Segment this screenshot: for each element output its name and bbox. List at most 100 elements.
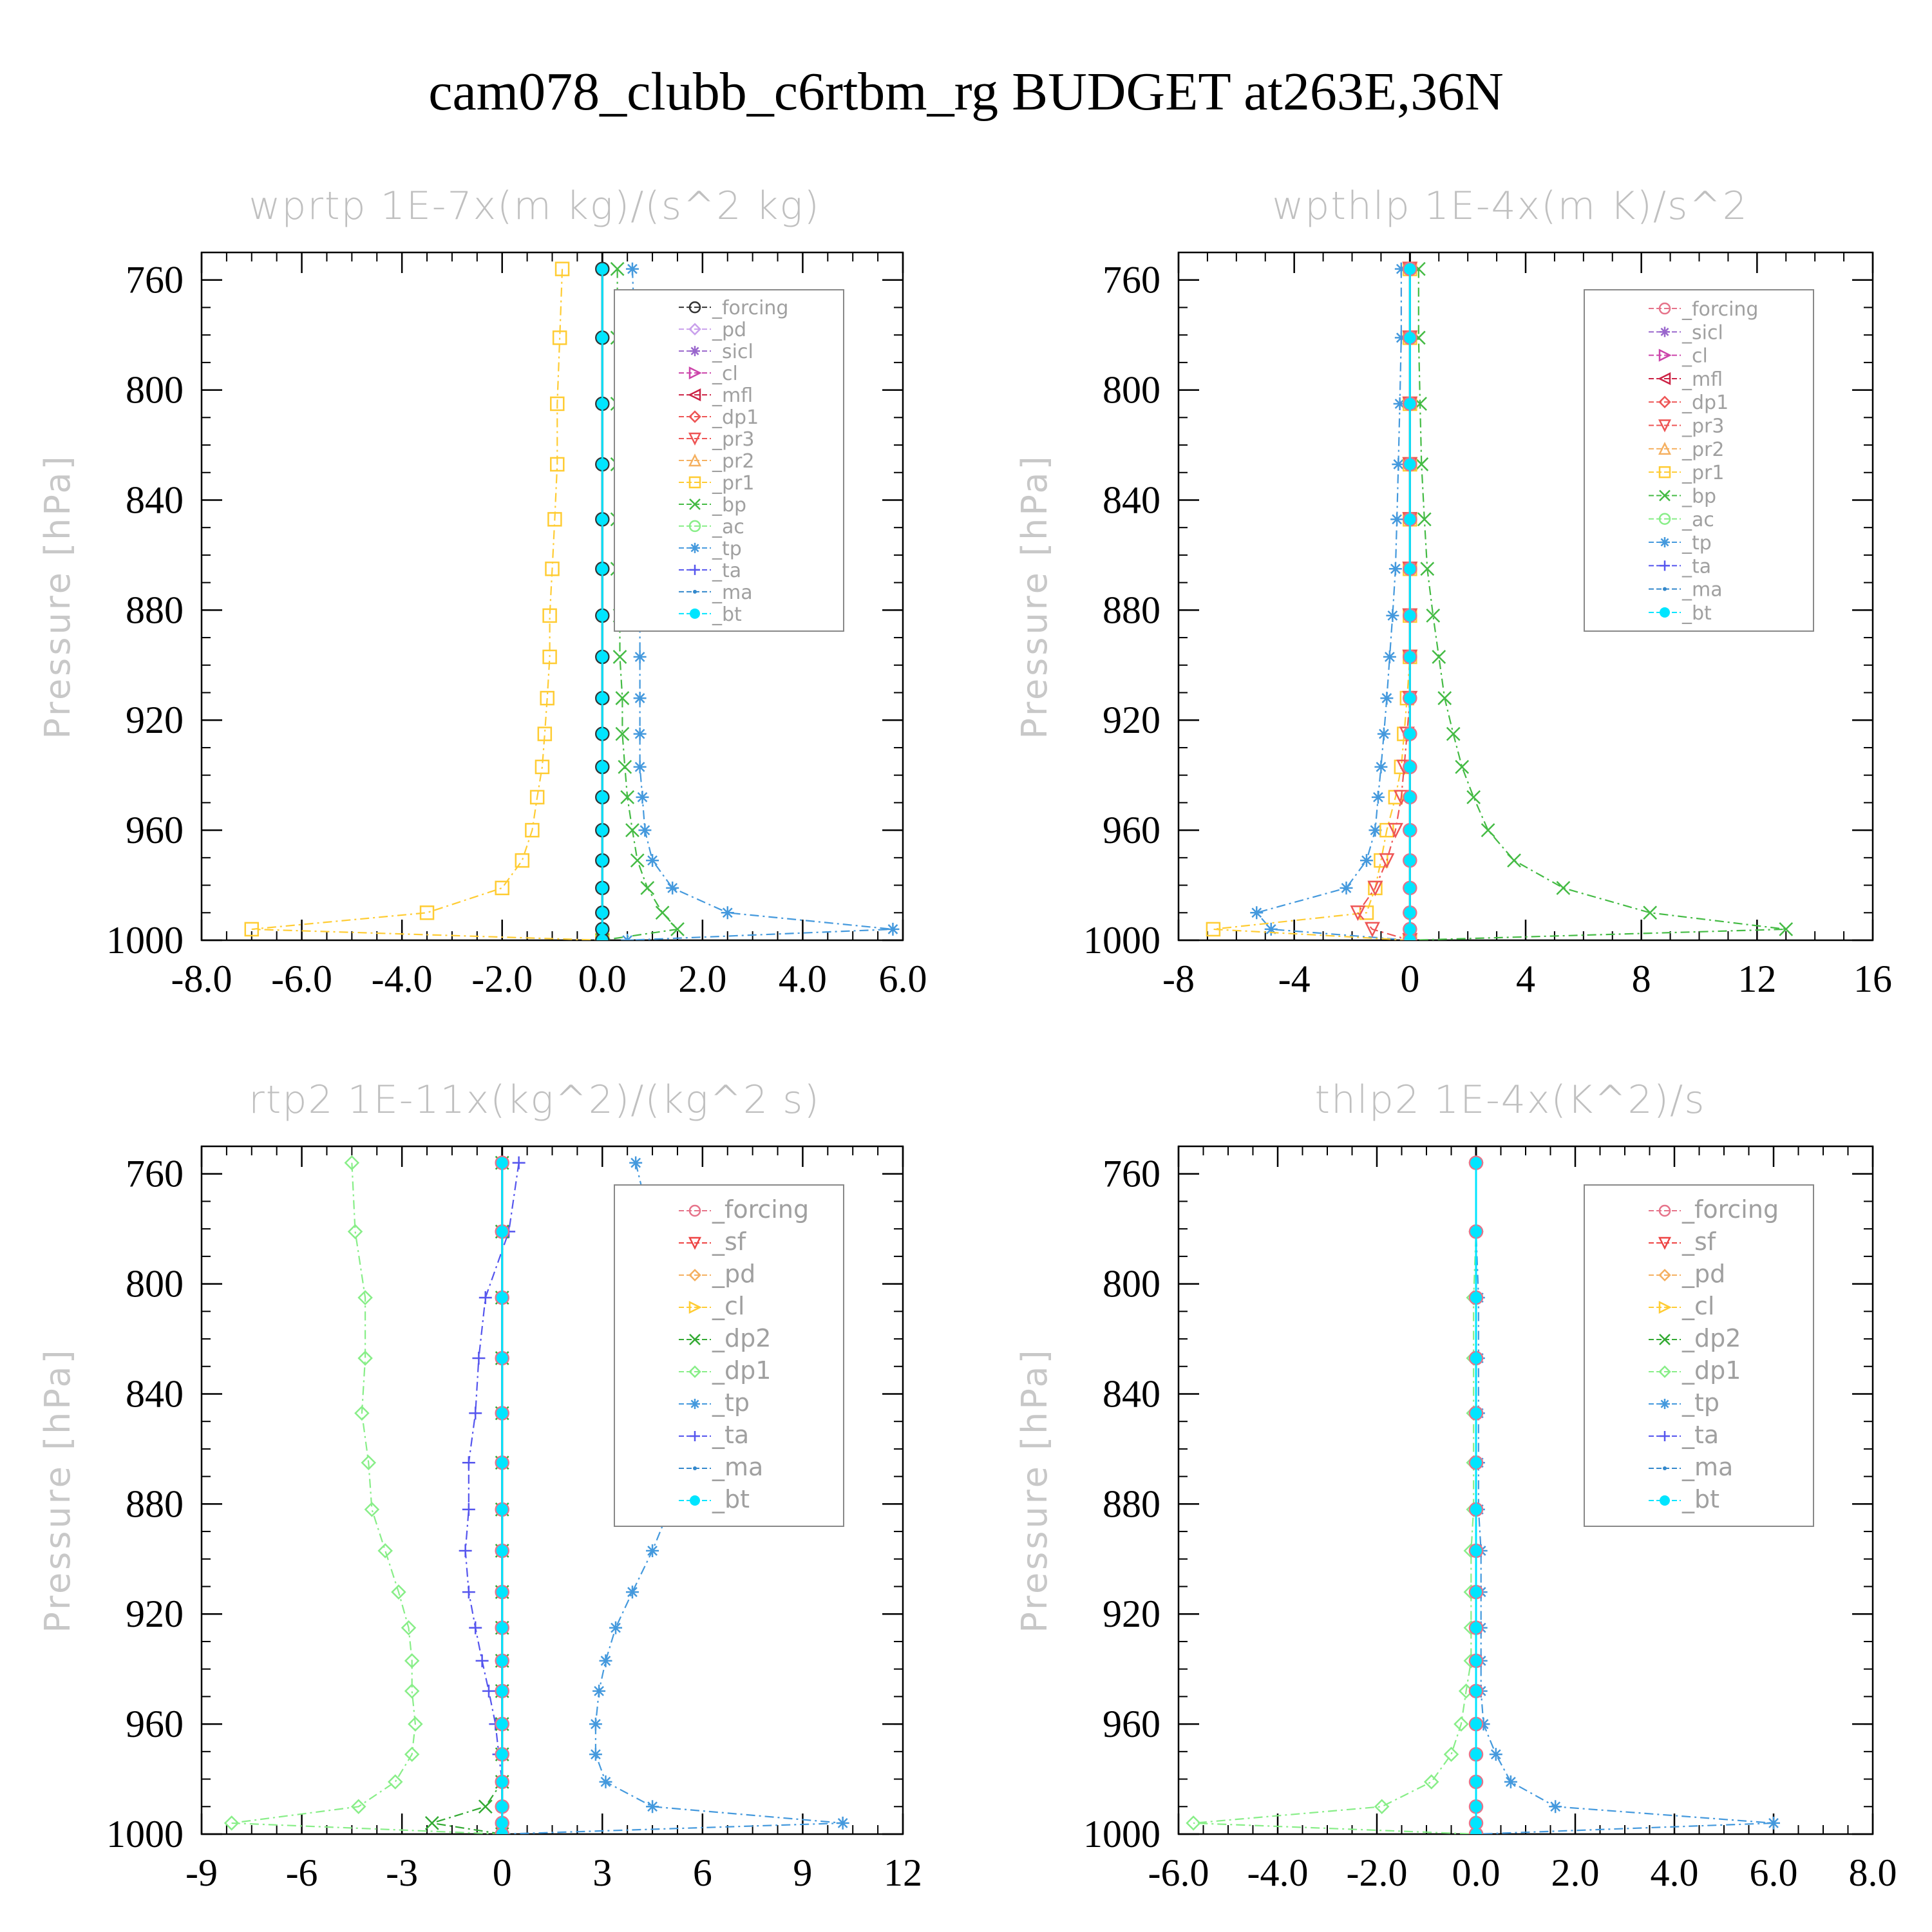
data-point-bt bbox=[496, 1586, 508, 1598]
legend-marker bbox=[688, 453, 702, 467]
x-tick-label: 6 bbox=[693, 1852, 712, 1894]
legend-marker bbox=[1660, 327, 1670, 337]
data-point-bt bbox=[596, 824, 609, 837]
legend-label: _ta bbox=[1681, 555, 1711, 578]
panel-title: thlp2 1E-4x(K^2)/s bbox=[1314, 1077, 1705, 1122]
y-tick-label: 960 bbox=[1103, 809, 1160, 851]
data-point-tp bbox=[1340, 881, 1353, 895]
data-point-bt bbox=[596, 934, 609, 940]
data-point-bp bbox=[640, 880, 655, 895]
data-point-bt bbox=[1470, 1157, 1482, 1169]
y-tick-label: 840 bbox=[1103, 478, 1160, 521]
data-point-pr1 bbox=[537, 726, 553, 741]
data-point-dp2 bbox=[424, 1816, 439, 1830]
legend-label: _pr1 bbox=[1681, 462, 1724, 484]
legend-label: _cl bbox=[1681, 1292, 1714, 1320]
x-tick-label: 6.0 bbox=[1750, 1852, 1798, 1894]
data-point-bt bbox=[596, 609, 609, 621]
data-point-pr1 bbox=[1379, 822, 1394, 838]
data-point-bt bbox=[596, 563, 609, 575]
x-tick-label: -6 bbox=[286, 1852, 318, 1894]
legend-label: _forcing bbox=[712, 1195, 809, 1224]
data-point-pr1 bbox=[552, 330, 567, 345]
data-point-pr1 bbox=[419, 905, 435, 920]
data-point-pr1 bbox=[244, 922, 260, 937]
data-point-tp bbox=[666, 881, 679, 895]
data-point-bp bbox=[612, 650, 627, 664]
data-point-bt bbox=[596, 650, 609, 663]
data-point-bt bbox=[596, 907, 609, 919]
x-tick-label: 4 bbox=[1516, 958, 1535, 1000]
data-point-dp1 bbox=[1423, 1774, 1439, 1790]
data-point-tp bbox=[633, 692, 647, 705]
data-point-tp bbox=[646, 1800, 659, 1814]
y-tick-label: 840 bbox=[126, 478, 184, 521]
legend-label: _bt bbox=[712, 1485, 750, 1513]
data-point-bt bbox=[496, 1157, 508, 1169]
data-point-pr1 bbox=[1359, 905, 1374, 920]
legend-label: _sicl bbox=[1681, 321, 1723, 344]
y-tick-label: 800 bbox=[1103, 1263, 1160, 1305]
legend-label: _tp bbox=[712, 1388, 750, 1417]
data-point-tp bbox=[836, 1816, 849, 1830]
data-point-bp bbox=[610, 261, 625, 276]
data-point-bt bbox=[1404, 609, 1416, 621]
y-tick-label: 760 bbox=[126, 1153, 184, 1195]
legend-label: _cl bbox=[1681, 345, 1708, 368]
data-point-tp bbox=[886, 922, 900, 936]
data-point-bp bbox=[670, 922, 685, 936]
data-point-bt bbox=[1470, 1352, 1482, 1364]
legend-marker bbox=[688, 366, 702, 380]
data-point-bp bbox=[1414, 457, 1429, 471]
legend-marker bbox=[1660, 1431, 1670, 1441]
legend-marker bbox=[688, 1269, 701, 1282]
x-tick-label: -4.0 bbox=[372, 958, 433, 1000]
data-point-pr1 bbox=[554, 261, 570, 276]
data-point-tp bbox=[1504, 1775, 1517, 1788]
legend-marker bbox=[1658, 466, 1671, 478]
data-point-bp bbox=[1420, 562, 1435, 576]
data-point-dp1 bbox=[404, 1653, 420, 1669]
legend-label: _ma bbox=[712, 1453, 763, 1481]
legend-marker bbox=[688, 323, 701, 336]
data-point-tp bbox=[599, 1775, 612, 1788]
legend-label: _tp bbox=[1681, 532, 1712, 554]
legend-label: _forcing bbox=[1681, 298, 1758, 321]
legend-label: _bt bbox=[1681, 1485, 1719, 1513]
legend-marker bbox=[1660, 1399, 1670, 1409]
data-point-bt bbox=[596, 882, 609, 894]
legend-marker bbox=[1658, 442, 1672, 455]
y-tick-label: 880 bbox=[1103, 1482, 1160, 1525]
legend-marker bbox=[1658, 348, 1672, 362]
data-point-tp bbox=[625, 262, 639, 276]
y-tick-label: 880 bbox=[126, 589, 184, 631]
y-tick-label: 920 bbox=[1103, 1593, 1160, 1635]
data-point-bt bbox=[496, 1685, 508, 1697]
data-point-bt bbox=[596, 332, 609, 344]
data-point-bt bbox=[1470, 1801, 1482, 1813]
legend-box bbox=[614, 289, 844, 632]
data-point-bt bbox=[1470, 1828, 1482, 1834]
series-line-pr1 bbox=[1213, 269, 1411, 940]
legend-label: _tp bbox=[712, 538, 742, 560]
data-point-pr1 bbox=[529, 790, 545, 805]
y-tick-label: 760 bbox=[1103, 259, 1160, 301]
data-point-dp1 bbox=[361, 1455, 377, 1471]
legend-label: _forcing bbox=[712, 297, 788, 319]
legend-marker bbox=[1658, 1269, 1671, 1282]
data-point-bp bbox=[1556, 880, 1571, 895]
data-point-dp1 bbox=[354, 1405, 370, 1421]
legend-marker bbox=[1663, 587, 1667, 591]
data-point-bt bbox=[1404, 263, 1416, 275]
data-point-bp bbox=[615, 726, 630, 741]
y-tick-label: 840 bbox=[126, 1372, 184, 1415]
x-tick-label: 8.0 bbox=[1849, 1852, 1897, 1894]
legend-label: _sf bbox=[1681, 1227, 1717, 1256]
data-point-bt bbox=[496, 1503, 508, 1515]
legend-marker bbox=[1658, 395, 1671, 409]
legend-marker bbox=[688, 1365, 701, 1378]
data-point-bt bbox=[596, 458, 609, 470]
panel-title: rtp2 1E-11x(kg^2)/(kg^2 s) bbox=[249, 1077, 820, 1122]
y-tick-label: 960 bbox=[126, 1703, 184, 1745]
y-axis-label: Pressure [hPa] bbox=[1014, 453, 1055, 739]
